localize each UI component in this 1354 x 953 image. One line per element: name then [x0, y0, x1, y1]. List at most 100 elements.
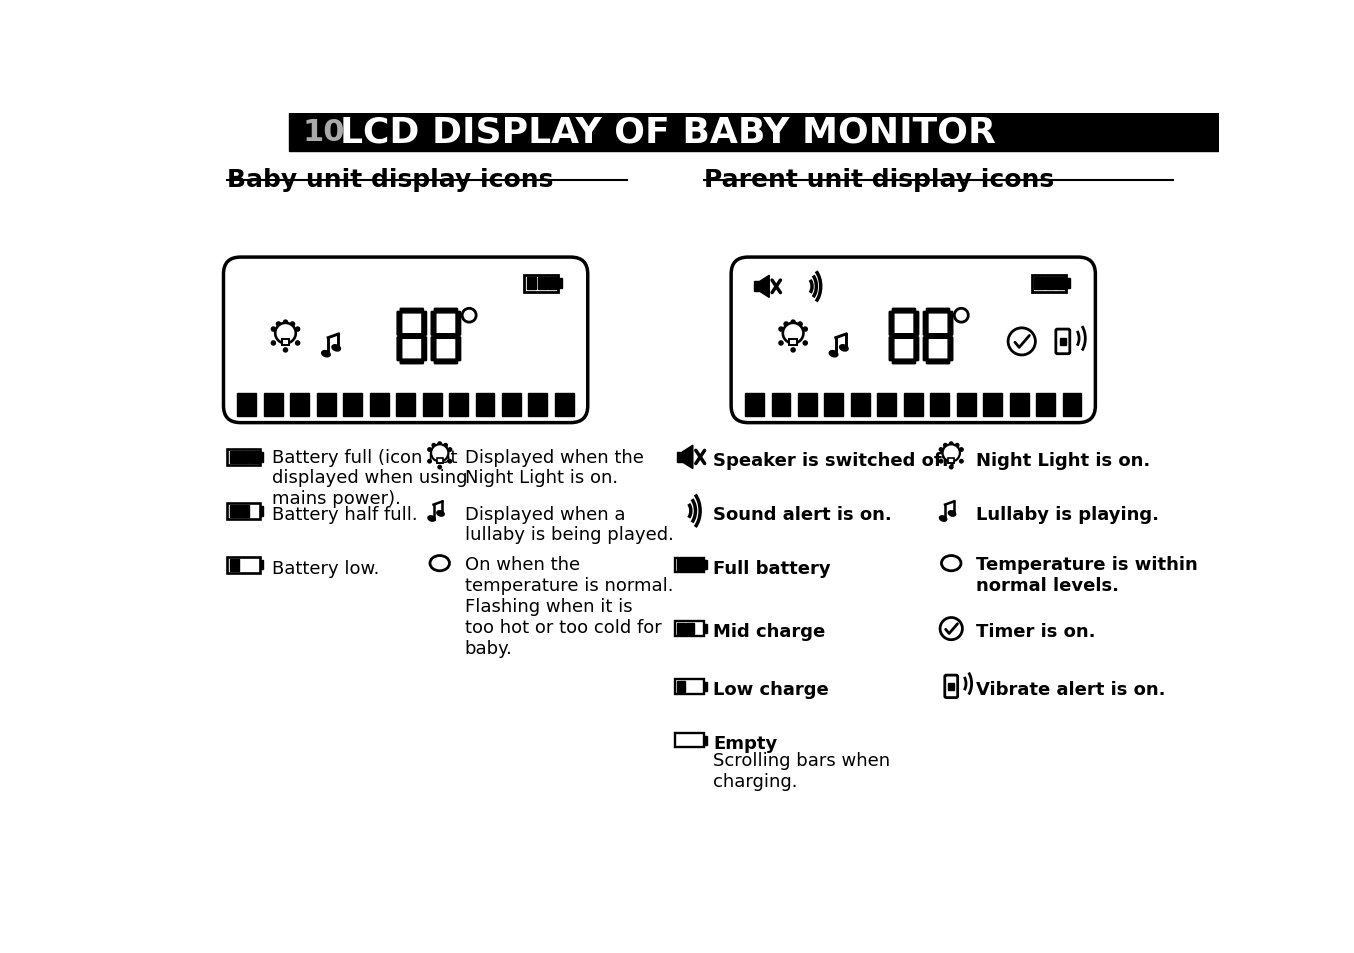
- Circle shape: [295, 328, 299, 332]
- Text: LCD DISPLAY OF BABY MONITOR: LCD DISPLAY OF BABY MONITOR: [340, 116, 995, 150]
- Bar: [527, 278, 536, 290]
- FancyBboxPatch shape: [731, 258, 1095, 423]
- Circle shape: [271, 341, 275, 346]
- Circle shape: [783, 323, 803, 344]
- Bar: [240, 452, 249, 463]
- Bar: [370, 394, 389, 417]
- FancyBboxPatch shape: [431, 337, 436, 361]
- Polygon shape: [682, 446, 693, 469]
- Bar: [798, 394, 816, 417]
- FancyBboxPatch shape: [435, 335, 458, 339]
- Bar: [1066, 279, 1070, 289]
- Bar: [850, 394, 869, 417]
- Bar: [704, 737, 707, 744]
- FancyBboxPatch shape: [397, 337, 402, 361]
- Circle shape: [432, 444, 436, 448]
- FancyBboxPatch shape: [890, 312, 894, 335]
- FancyBboxPatch shape: [926, 309, 949, 314]
- Ellipse shape: [941, 556, 961, 571]
- Bar: [436, 458, 443, 463]
- Bar: [538, 278, 547, 290]
- Bar: [260, 560, 264, 570]
- Bar: [686, 623, 695, 634]
- Bar: [227, 450, 260, 465]
- FancyBboxPatch shape: [456, 337, 460, 361]
- Ellipse shape: [322, 352, 330, 357]
- Bar: [264, 394, 283, 417]
- Text: Battery full (icon not
displayed when using
mains power).: Battery full (icon not displayed when us…: [272, 448, 468, 508]
- Circle shape: [798, 322, 802, 327]
- Circle shape: [942, 445, 960, 462]
- Bar: [1056, 278, 1066, 290]
- Bar: [397, 394, 416, 417]
- Ellipse shape: [829, 352, 838, 357]
- Bar: [677, 453, 682, 462]
- Bar: [674, 558, 704, 573]
- FancyBboxPatch shape: [890, 337, 894, 361]
- Bar: [1010, 394, 1029, 417]
- Circle shape: [960, 448, 963, 452]
- Bar: [1036, 394, 1055, 417]
- Bar: [260, 453, 264, 462]
- Text: Battery low.: Battery low.: [272, 559, 379, 577]
- Bar: [524, 275, 558, 293]
- Bar: [677, 681, 685, 692]
- Circle shape: [431, 445, 448, 462]
- Bar: [240, 505, 249, 517]
- Bar: [704, 561, 707, 569]
- Bar: [502, 394, 521, 417]
- Ellipse shape: [431, 556, 450, 571]
- Bar: [772, 394, 791, 417]
- Bar: [674, 621, 704, 637]
- Bar: [450, 394, 468, 417]
- Circle shape: [437, 442, 441, 446]
- Bar: [344, 394, 362, 417]
- Bar: [677, 623, 685, 634]
- FancyBboxPatch shape: [1056, 330, 1070, 355]
- Bar: [1034, 278, 1044, 290]
- Bar: [704, 682, 707, 691]
- Text: Temperature is within
normal levels.: Temperature is within normal levels.: [976, 556, 1198, 595]
- Bar: [930, 394, 949, 417]
- Bar: [825, 394, 844, 417]
- Bar: [250, 452, 260, 463]
- FancyBboxPatch shape: [914, 312, 918, 335]
- FancyBboxPatch shape: [223, 258, 588, 423]
- Circle shape: [428, 460, 432, 463]
- Bar: [677, 559, 685, 570]
- Circle shape: [940, 448, 942, 452]
- Circle shape: [956, 444, 959, 448]
- Bar: [555, 394, 574, 417]
- FancyBboxPatch shape: [926, 335, 949, 339]
- Bar: [1045, 278, 1055, 290]
- Circle shape: [779, 341, 783, 346]
- FancyBboxPatch shape: [926, 359, 949, 364]
- Circle shape: [940, 460, 942, 463]
- Bar: [282, 339, 290, 345]
- Bar: [754, 282, 760, 292]
- FancyBboxPatch shape: [435, 359, 458, 364]
- Bar: [548, 278, 558, 290]
- Text: Mid charge: Mid charge: [714, 623, 826, 640]
- Bar: [237, 394, 256, 417]
- Text: Displayed when a
lullaby is being played.: Displayed when a lullaby is being played…: [464, 505, 673, 544]
- Text: Parent unit display icons: Parent unit display icons: [704, 168, 1055, 192]
- FancyBboxPatch shape: [401, 335, 424, 339]
- Text: Full battery: Full battery: [714, 559, 831, 577]
- FancyBboxPatch shape: [948, 337, 953, 361]
- FancyBboxPatch shape: [401, 309, 424, 314]
- Bar: [948, 458, 955, 463]
- Text: Timer is on.: Timer is on.: [976, 623, 1095, 640]
- Circle shape: [428, 448, 432, 452]
- Text: Vibrate alert is on.: Vibrate alert is on.: [976, 680, 1166, 699]
- Circle shape: [791, 349, 795, 353]
- Circle shape: [462, 309, 477, 323]
- Bar: [904, 394, 922, 417]
- Bar: [1063, 394, 1082, 417]
- Bar: [475, 394, 494, 417]
- Bar: [745, 394, 764, 417]
- FancyBboxPatch shape: [431, 312, 436, 335]
- Bar: [674, 679, 704, 694]
- Bar: [290, 394, 309, 417]
- FancyBboxPatch shape: [948, 312, 953, 335]
